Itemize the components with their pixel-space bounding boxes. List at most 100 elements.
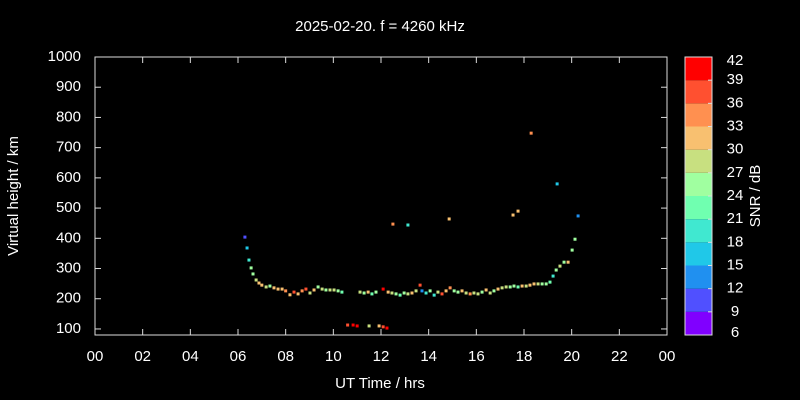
point — [243, 235, 247, 239]
point — [308, 291, 312, 295]
point — [288, 293, 292, 297]
colorbar-band — [685, 80, 712, 104]
point — [410, 291, 414, 295]
colorbar-band — [685, 288, 712, 312]
y-tick-label: 900 — [56, 78, 81, 95]
point — [448, 286, 452, 290]
y-tick-label: 400 — [56, 229, 81, 246]
x-tick-label: 00 — [87, 348, 104, 365]
point — [573, 237, 577, 241]
y-tick-label: 200 — [56, 290, 81, 307]
colorbar-band — [685, 103, 712, 127]
point — [247, 258, 251, 262]
y-tick-label: 600 — [56, 169, 81, 186]
colorbar-band — [685, 172, 712, 196]
point — [500, 286, 504, 290]
point — [300, 289, 304, 293]
x-tick-label: 20 — [563, 348, 580, 365]
x-tick-label: 14 — [420, 348, 437, 365]
point — [520, 284, 524, 288]
y-tick-label: 800 — [56, 108, 81, 125]
point — [444, 289, 448, 293]
point — [528, 283, 532, 287]
colorbar-band — [685, 126, 712, 150]
colorbar-band — [685, 219, 712, 243]
point — [367, 324, 371, 328]
point — [328, 288, 332, 292]
point — [336, 289, 340, 293]
colorbar-band — [685, 149, 712, 173]
colorbar-band — [685, 265, 712, 289]
point — [551, 274, 555, 278]
point — [304, 287, 308, 291]
y-axis-label: Virtual height / km — [5, 136, 22, 256]
point — [332, 288, 336, 292]
point — [492, 289, 496, 293]
colorbar-tick-label: 24 — [727, 187, 744, 204]
point — [394, 292, 398, 296]
colorbar-tick-label: 21 — [727, 210, 744, 227]
point — [540, 282, 544, 286]
point — [268, 284, 272, 288]
point — [468, 292, 472, 296]
point — [428, 289, 432, 293]
y-tick-label: 500 — [56, 199, 81, 216]
x-tick-label: 16 — [468, 348, 485, 365]
point — [245, 246, 249, 250]
point — [362, 291, 366, 295]
point — [276, 287, 280, 291]
point — [456, 290, 460, 294]
point — [464, 291, 468, 295]
point — [476, 292, 480, 296]
point — [440, 292, 444, 296]
point — [385, 326, 389, 330]
x-tick-label: 04 — [182, 348, 199, 365]
x-tick-label: 22 — [611, 348, 628, 365]
point — [324, 288, 328, 292]
point — [320, 287, 324, 291]
point — [447, 217, 451, 221]
point — [414, 289, 418, 293]
point — [536, 282, 540, 286]
colorbar-band — [685, 57, 712, 81]
y-tick-label: 1000 — [48, 48, 81, 65]
x-tick-label: 02 — [134, 348, 151, 365]
point — [296, 292, 300, 296]
point — [254, 278, 258, 282]
point — [516, 285, 520, 289]
colorbar-tick-label: 12 — [727, 280, 744, 297]
point — [355, 324, 359, 328]
x-tick-label: 18 — [516, 348, 533, 365]
point — [566, 260, 570, 264]
point — [544, 282, 548, 286]
point — [381, 325, 385, 329]
point — [418, 283, 422, 287]
colorbar-tick-label: 33 — [727, 117, 744, 134]
colorbar-tick-label: 39 — [727, 71, 744, 88]
point — [257, 281, 261, 285]
colorbar-tick-label: 18 — [727, 233, 744, 250]
point — [391, 222, 395, 226]
colorbar-tick-label: 6 — [731, 324, 739, 341]
point — [249, 266, 253, 270]
x-tick-label: 06 — [230, 348, 247, 365]
point — [280, 287, 284, 291]
point — [570, 248, 574, 252]
point — [484, 288, 488, 292]
point — [316, 285, 320, 289]
x-tick-label: 12 — [373, 348, 390, 365]
point — [496, 287, 500, 291]
point — [424, 291, 428, 295]
point — [452, 289, 456, 293]
x-tick-label: 08 — [277, 348, 294, 365]
point — [292, 290, 296, 294]
point — [358, 290, 362, 294]
point — [420, 289, 424, 293]
point — [508, 285, 512, 289]
point — [251, 272, 255, 276]
point — [558, 264, 562, 268]
x-tick-label: 10 — [325, 348, 342, 365]
point — [554, 268, 558, 272]
